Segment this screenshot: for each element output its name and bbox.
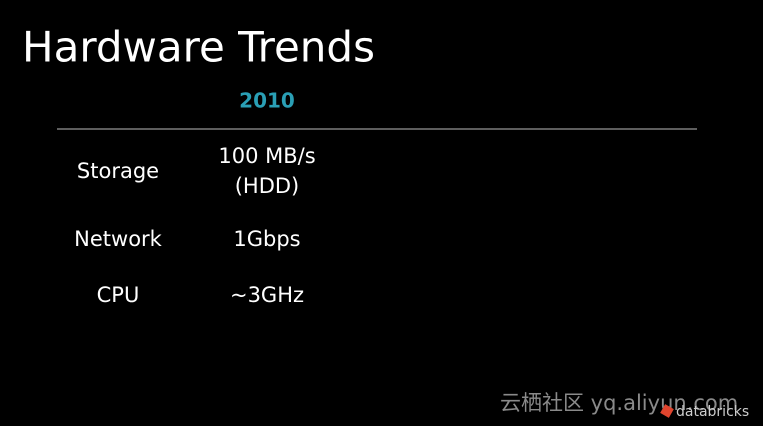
watermark: 云栖社区 yq.aliyun.com: [500, 391, 738, 415]
logo-icon: [660, 404, 674, 418]
row-label: Network: [74, 227, 163, 251]
logo-text: databricks: [676, 404, 749, 420]
cell-value: (HDD): [235, 174, 300, 198]
slide-title: Hardware Trends: [22, 23, 375, 72]
table-body: Storage 100 MB/s (HDD) Network 1Gbps CPU ~3GHz: [74, 144, 316, 307]
cell-value: 1Gbps: [233, 227, 300, 251]
cell-value: ~3GHz: [230, 283, 304, 307]
cell-value: 100 MB/s: [218, 144, 315, 168]
column-header: 2010: [239, 89, 295, 113]
row-label: Storage: [77, 159, 159, 183]
row-label: CPU: [97, 283, 140, 307]
